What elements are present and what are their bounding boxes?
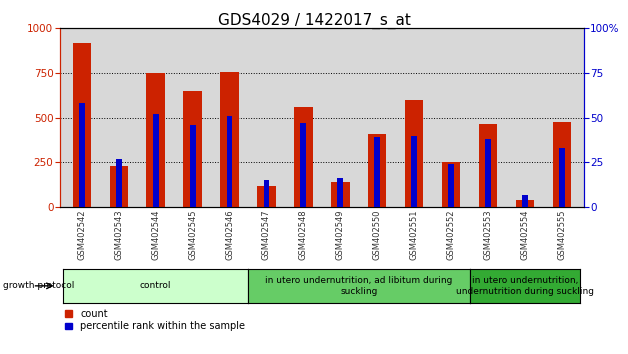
Bar xyxy=(522,195,528,207)
Bar xyxy=(109,166,128,207)
Bar xyxy=(264,180,269,207)
Bar xyxy=(368,134,386,207)
Bar xyxy=(331,182,350,207)
Bar xyxy=(559,148,565,207)
Bar xyxy=(183,91,202,207)
Bar xyxy=(405,100,423,207)
Bar xyxy=(485,139,491,207)
Text: in utero undernutrition,
undernutrition during suckling: in utero undernutrition, undernutrition … xyxy=(456,276,594,296)
Bar xyxy=(411,136,417,207)
Text: control: control xyxy=(140,281,171,290)
Bar xyxy=(116,159,122,207)
Bar xyxy=(73,42,91,207)
Bar xyxy=(516,200,534,207)
Bar xyxy=(220,72,239,207)
Bar xyxy=(448,164,454,207)
Bar xyxy=(257,185,276,207)
Bar xyxy=(300,123,306,207)
Text: growth protocol: growth protocol xyxy=(3,281,75,290)
Bar xyxy=(294,107,313,207)
Bar xyxy=(374,137,380,207)
Text: GDS4029 / 1422017_s_at: GDS4029 / 1422017_s_at xyxy=(217,12,411,29)
Legend: count, percentile rank within the sample: count, percentile rank within the sample xyxy=(65,309,245,331)
Bar xyxy=(337,178,344,207)
Bar xyxy=(79,103,85,207)
Bar xyxy=(153,114,159,207)
Bar xyxy=(190,125,195,207)
Text: in utero undernutrition, ad libitum during
suckling: in utero undernutrition, ad libitum duri… xyxy=(265,276,452,296)
Bar xyxy=(227,116,232,207)
Bar xyxy=(146,73,165,207)
Bar xyxy=(553,122,571,207)
Bar xyxy=(479,124,497,207)
Bar xyxy=(442,162,460,207)
